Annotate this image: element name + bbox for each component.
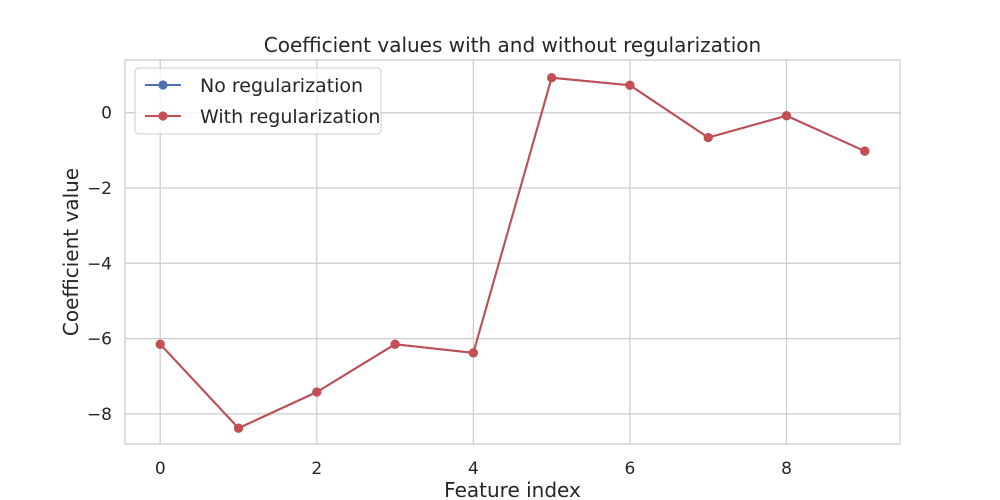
- data-point: [390, 339, 400, 349]
- legend-label: With regularization: [200, 106, 380, 128]
- grid: [125, 60, 900, 444]
- x-tick-label: 2: [311, 459, 322, 479]
- legend-label: No regularization: [200, 75, 363, 97]
- data-point: [468, 348, 478, 358]
- series-1: [155, 73, 870, 433]
- x-tick-label: 0: [155, 459, 166, 479]
- data-point: [781, 111, 792, 121]
- legend: No regularization With regularization: [134, 67, 382, 135]
- x-tick-label: 6: [625, 459, 636, 479]
- legend-marker: [158, 80, 168, 90]
- data-point: [625, 80, 635, 90]
- data-point: [703, 132, 713, 143]
- x-axis: 0 2 4 6 8: [155, 459, 792, 479]
- data-point: [547, 73, 557, 83]
- plot-area: [124, 59, 901, 445]
- data-point: [233, 423, 244, 433]
- legend-box: [134, 67, 382, 135]
- y-tick-label: −8: [87, 405, 112, 425]
- data-point: [155, 339, 165, 349]
- chart-title: Coefficient values with and without regu…: [264, 33, 761, 57]
- legend-marker: [158, 111, 168, 121]
- data-point: [312, 387, 322, 397]
- data-point: [860, 146, 870, 156]
- y-tick-label: −6: [87, 330, 112, 350]
- series-line: [159, 76, 866, 430]
- x-tick-label: 4: [468, 459, 479, 479]
- x-axis-label: Feature index: [444, 478, 581, 500]
- y-axis-label: Coefficient value: [59, 168, 83, 336]
- x-tick-label: 8: [781, 459, 792, 479]
- y-axis: 0 −2 −4 −6 −8: [87, 104, 112, 425]
- y-tick-label: −2: [87, 179, 112, 199]
- y-tick-label: 0: [101, 104, 112, 124]
- series-layer: [155, 73, 870, 433]
- y-tick-label: −4: [87, 254, 112, 274]
